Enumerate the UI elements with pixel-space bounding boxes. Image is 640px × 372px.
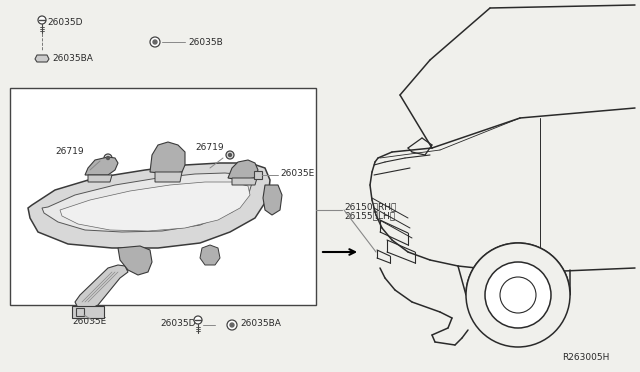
Circle shape: [106, 157, 109, 160]
Text: 26150（RH）: 26150（RH）: [344, 202, 396, 212]
Polygon shape: [150, 142, 185, 174]
Text: 26035E: 26035E: [280, 169, 314, 177]
Polygon shape: [228, 160, 258, 180]
Circle shape: [226, 151, 234, 159]
Text: 26035B: 26035B: [188, 38, 223, 46]
Text: 26719: 26719: [55, 147, 84, 155]
Bar: [76, 308, 84, 316]
Circle shape: [104, 154, 112, 162]
Polygon shape: [75, 265, 128, 310]
Circle shape: [194, 316, 202, 324]
Polygon shape: [155, 172, 182, 182]
Circle shape: [78, 310, 82, 314]
Bar: [254, 171, 262, 179]
Text: 26035D: 26035D: [160, 318, 195, 327]
Circle shape: [256, 173, 260, 177]
Polygon shape: [200, 245, 220, 265]
Text: 26035D: 26035D: [47, 17, 83, 26]
Polygon shape: [232, 178, 257, 185]
Text: 26155（LH）: 26155（LH）: [344, 212, 395, 221]
Circle shape: [38, 16, 46, 24]
Circle shape: [500, 277, 536, 313]
Text: 26035BA: 26035BA: [52, 54, 93, 62]
Circle shape: [227, 320, 237, 330]
Polygon shape: [88, 175, 112, 182]
Circle shape: [150, 37, 160, 47]
Circle shape: [485, 262, 551, 328]
Text: 26035E: 26035E: [72, 317, 106, 327]
Polygon shape: [85, 157, 118, 175]
Bar: [10, 88, 316, 305]
Bar: [72, 306, 104, 318]
Polygon shape: [60, 182, 250, 231]
Circle shape: [466, 243, 570, 347]
Polygon shape: [118, 246, 152, 275]
Circle shape: [230, 323, 234, 327]
Text: 26035BA: 26035BA: [240, 318, 281, 327]
Polygon shape: [263, 185, 282, 215]
Circle shape: [228, 154, 232, 157]
Polygon shape: [35, 55, 49, 62]
Text: 26719: 26719: [195, 142, 223, 151]
Polygon shape: [42, 173, 252, 232]
Text: R263005H: R263005H: [562, 353, 609, 362]
Circle shape: [153, 40, 157, 44]
Polygon shape: [28, 163, 270, 248]
